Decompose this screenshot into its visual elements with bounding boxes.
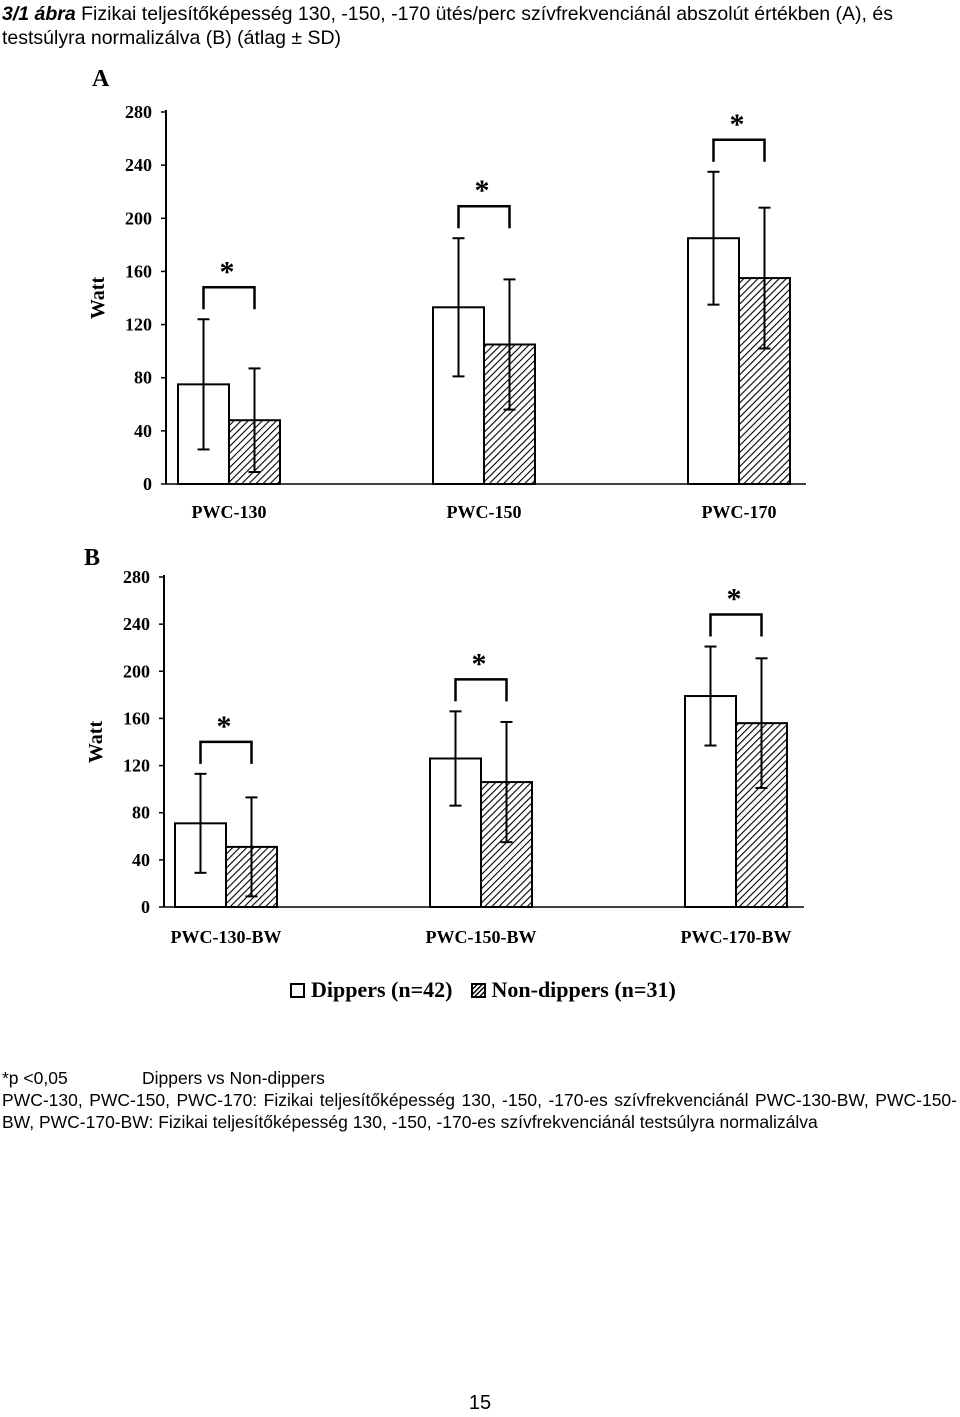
chart-legend: Dippers (n=42) Non-dippers (n=31) [290, 974, 694, 1006]
chart-a-svg: A Watt 0 40 80 120 160 200 240 280 * PWC-130 * PWC-15… [87, 66, 806, 522]
y-tick-label: 240 [123, 614, 150, 634]
significance-bracket [454, 678, 508, 702]
x-category-label: PWC-130-BW [171, 927, 282, 947]
x-category-label: PWC-130 [192, 502, 267, 522]
significance-marker: * [472, 647, 487, 680]
y-tick-label: 200 [125, 208, 152, 228]
footnote-significance: *p <0,05 [2, 1068, 68, 1088]
footnote-definitions: PWC-130, PWC-150, PWC-170: Fizikai telje… [2, 1090, 957, 1132]
y-tick-label: 40 [134, 421, 152, 441]
y-tick-label: 160 [123, 708, 150, 728]
y-tick-label: 120 [123, 756, 150, 776]
footnote-significance-line: *p <0,05 Dippers vs Non-dippers [2, 1067, 957, 1089]
legend-item-dippers: Dippers (n=42) [290, 977, 453, 1003]
significance-marker: * [727, 583, 742, 616]
x-category-label: PWC-150-BW [426, 927, 537, 947]
legend-swatch-dippers [290, 982, 305, 998]
y-tick-label: 40 [132, 850, 150, 870]
significance-bracket [712, 138, 766, 162]
y-tick-label: 0 [141, 897, 150, 917]
legend-item-nondippers: Non-dippers (n=31) [470, 977, 676, 1003]
legend-swatch-nondippers [470, 982, 486, 998]
y-tick-label: 160 [125, 261, 152, 281]
chart-panel-b: B Watt 0 40 80 120 160 200 240 280 * PWC-130-BW * PWC… [0, 535, 960, 955]
figure-caption-text: Fizikai teljesítőképesség 130, -150, -17… [2, 3, 893, 49]
panel-label: B [84, 545, 100, 571]
significance-marker: * [217, 710, 232, 743]
y-axis-label: Watt [87, 277, 109, 320]
significance-bracket [202, 286, 256, 310]
figure-caption: 3/1 ábra Fizikai teljesítőképesség 130, … [2, 2, 957, 50]
figure-number: 3/1 ábra [2, 3, 76, 25]
footnote: *p <0,05 Dippers vs Non-dippers PWC-130, … [2, 1067, 957, 1133]
legend-label-dippers: Dippers (n=42) [311, 977, 453, 1002]
y-tick-label: 0 [143, 474, 152, 494]
significance-marker: * [730, 108, 745, 141]
chart-panel-a: A Watt 0 40 80 120 160 200 240 280 * PWC-130 * PWC-15… [0, 60, 960, 530]
footnote-comparison: Dippers vs Non-dippers [142, 1068, 325, 1088]
panel-label: A [92, 66, 110, 92]
significance-bracket [199, 740, 253, 764]
y-tick-label: 80 [132, 803, 150, 823]
bar-dippers [432, 306, 485, 485]
legend-label-nondippers: Non-dippers (n=31) [491, 977, 676, 1002]
y-tick-label: 200 [123, 661, 150, 681]
x-category-label: PWC-150 [447, 502, 522, 522]
y-tick-label: 120 [125, 315, 152, 335]
significance-marker: * [220, 255, 235, 288]
x-category-label: PWC-170-BW [681, 927, 792, 947]
y-tick-label: 280 [125, 102, 152, 122]
significance-bracket [457, 204, 511, 229]
y-tick-label: 80 [134, 368, 152, 388]
y-axis-label: Watt [85, 721, 107, 764]
page-number: 15 [468, 1392, 492, 1414]
chart-b-svg: B Watt 0 40 80 120 160 200 240 280 * PWC-130-BW * PWC… [84, 545, 804, 947]
x-category-label: PWC-170 [702, 502, 777, 522]
y-tick-label: 280 [123, 567, 150, 587]
y-tick-label: 240 [125, 155, 152, 175]
significance-marker: * [475, 174, 490, 207]
significance-bracket [709, 613, 763, 637]
